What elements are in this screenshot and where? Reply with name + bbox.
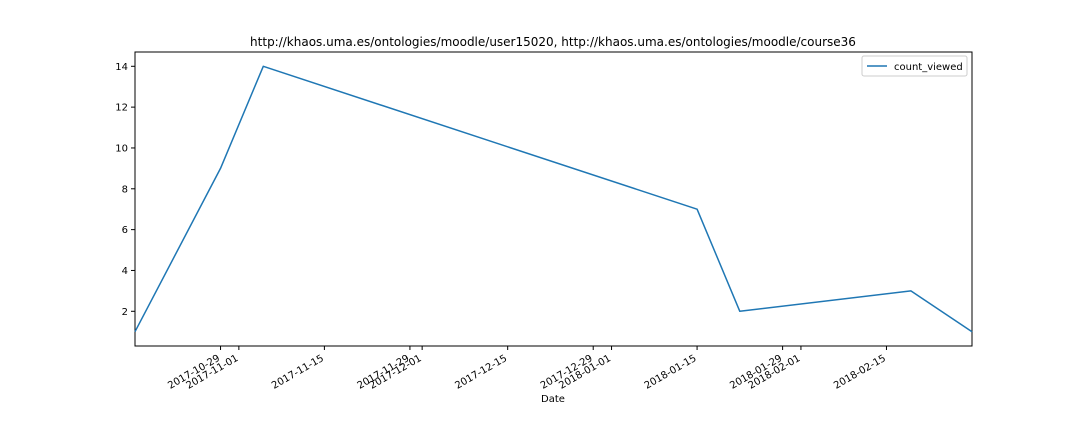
y-tick-label: 8 [122,184,128,195]
series-layer [134,65,973,333]
x-tick-label: 2018-01-15 [643,353,699,392]
plot-area [134,51,973,347]
y-tick-label: 10 [115,143,128,154]
legend: count_viewed [861,55,968,77]
x-axis-label: Date [541,394,565,405]
y-tick-label: 2 [122,307,128,318]
x-tick-label: 2018-02-15 [832,353,888,392]
y-tick-label: 12 [115,103,128,114]
legend-label: count_viewed [894,62,963,73]
y-tick-label: 14 [115,62,128,73]
y-tick-label: 6 [122,225,128,236]
x-tick-label: 2017-11-15 [270,353,326,392]
chart-title: http://khaos.uma.es/ontologies/moodle/us… [250,35,856,49]
y-tick-label: 4 [122,266,128,277]
x-tick-label: 2017-12-15 [453,353,509,392]
series-line-count_viewed [134,65,973,333]
plot-frame [134,51,973,347]
y-axis: 2 4 6 8 10 12 14 [115,62,135,318]
legend-box [861,55,968,77]
